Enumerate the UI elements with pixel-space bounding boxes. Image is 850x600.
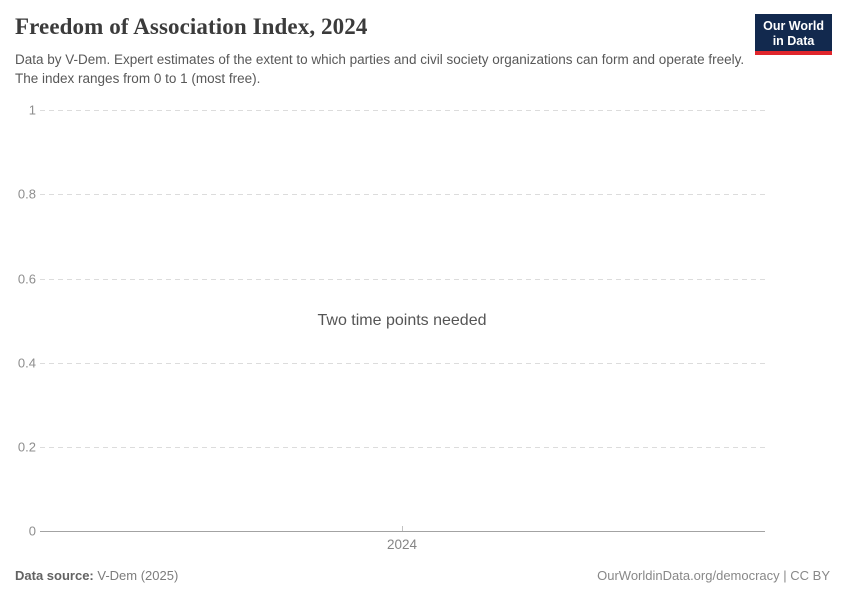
x-axis-tick-mark [402, 526, 403, 531]
y-axis-tick-0-6: 0.6 [17, 271, 36, 287]
x-axis-line [40, 531, 765, 532]
gridline-0-8 [40, 194, 765, 195]
credit-link[interactable]: OurWorldinData.org/democracy | CC BY [597, 568, 830, 583]
owid-logo[interactable]: Our World in Data [755, 14, 832, 55]
x-axis-tick-label: 2024 [386, 537, 418, 552]
y-axis-tick-0: 0 [28, 523, 36, 539]
owid-logo-line1: Our World [763, 19, 824, 33]
data-source-value[interactable]: V-Dem (2025) [97, 568, 179, 583]
y-axis-tick-0-4: 0.4 [17, 355, 36, 371]
owid-logo-line2: in Data [772, 33, 815, 48]
chart-subtitle: Data by V-Dem. Expert estimates of the e… [15, 52, 745, 86]
gridline-1 [40, 110, 765, 111]
gridline-0-2 [40, 447, 765, 448]
gridline-0-6 [40, 279, 765, 280]
chart-footer: Data source: V-Dem (2025) OurWorldinData… [15, 568, 830, 583]
y-axis-tick-0-2: 0.2 [17, 439, 36, 455]
empty-state-message: Two time points needed [317, 312, 487, 329]
page-title: Freedom of Association Index, 2024 [15, 14, 368, 39]
y-axis-tick-0-8: 0.8 [17, 186, 36, 202]
data-source-label: Data source: [15, 568, 94, 583]
data-source: Data source: V-Dem (2025) [15, 568, 178, 583]
y-axis-tick-1: 1 [28, 102, 36, 118]
gridline-0-4 [40, 363, 765, 364]
